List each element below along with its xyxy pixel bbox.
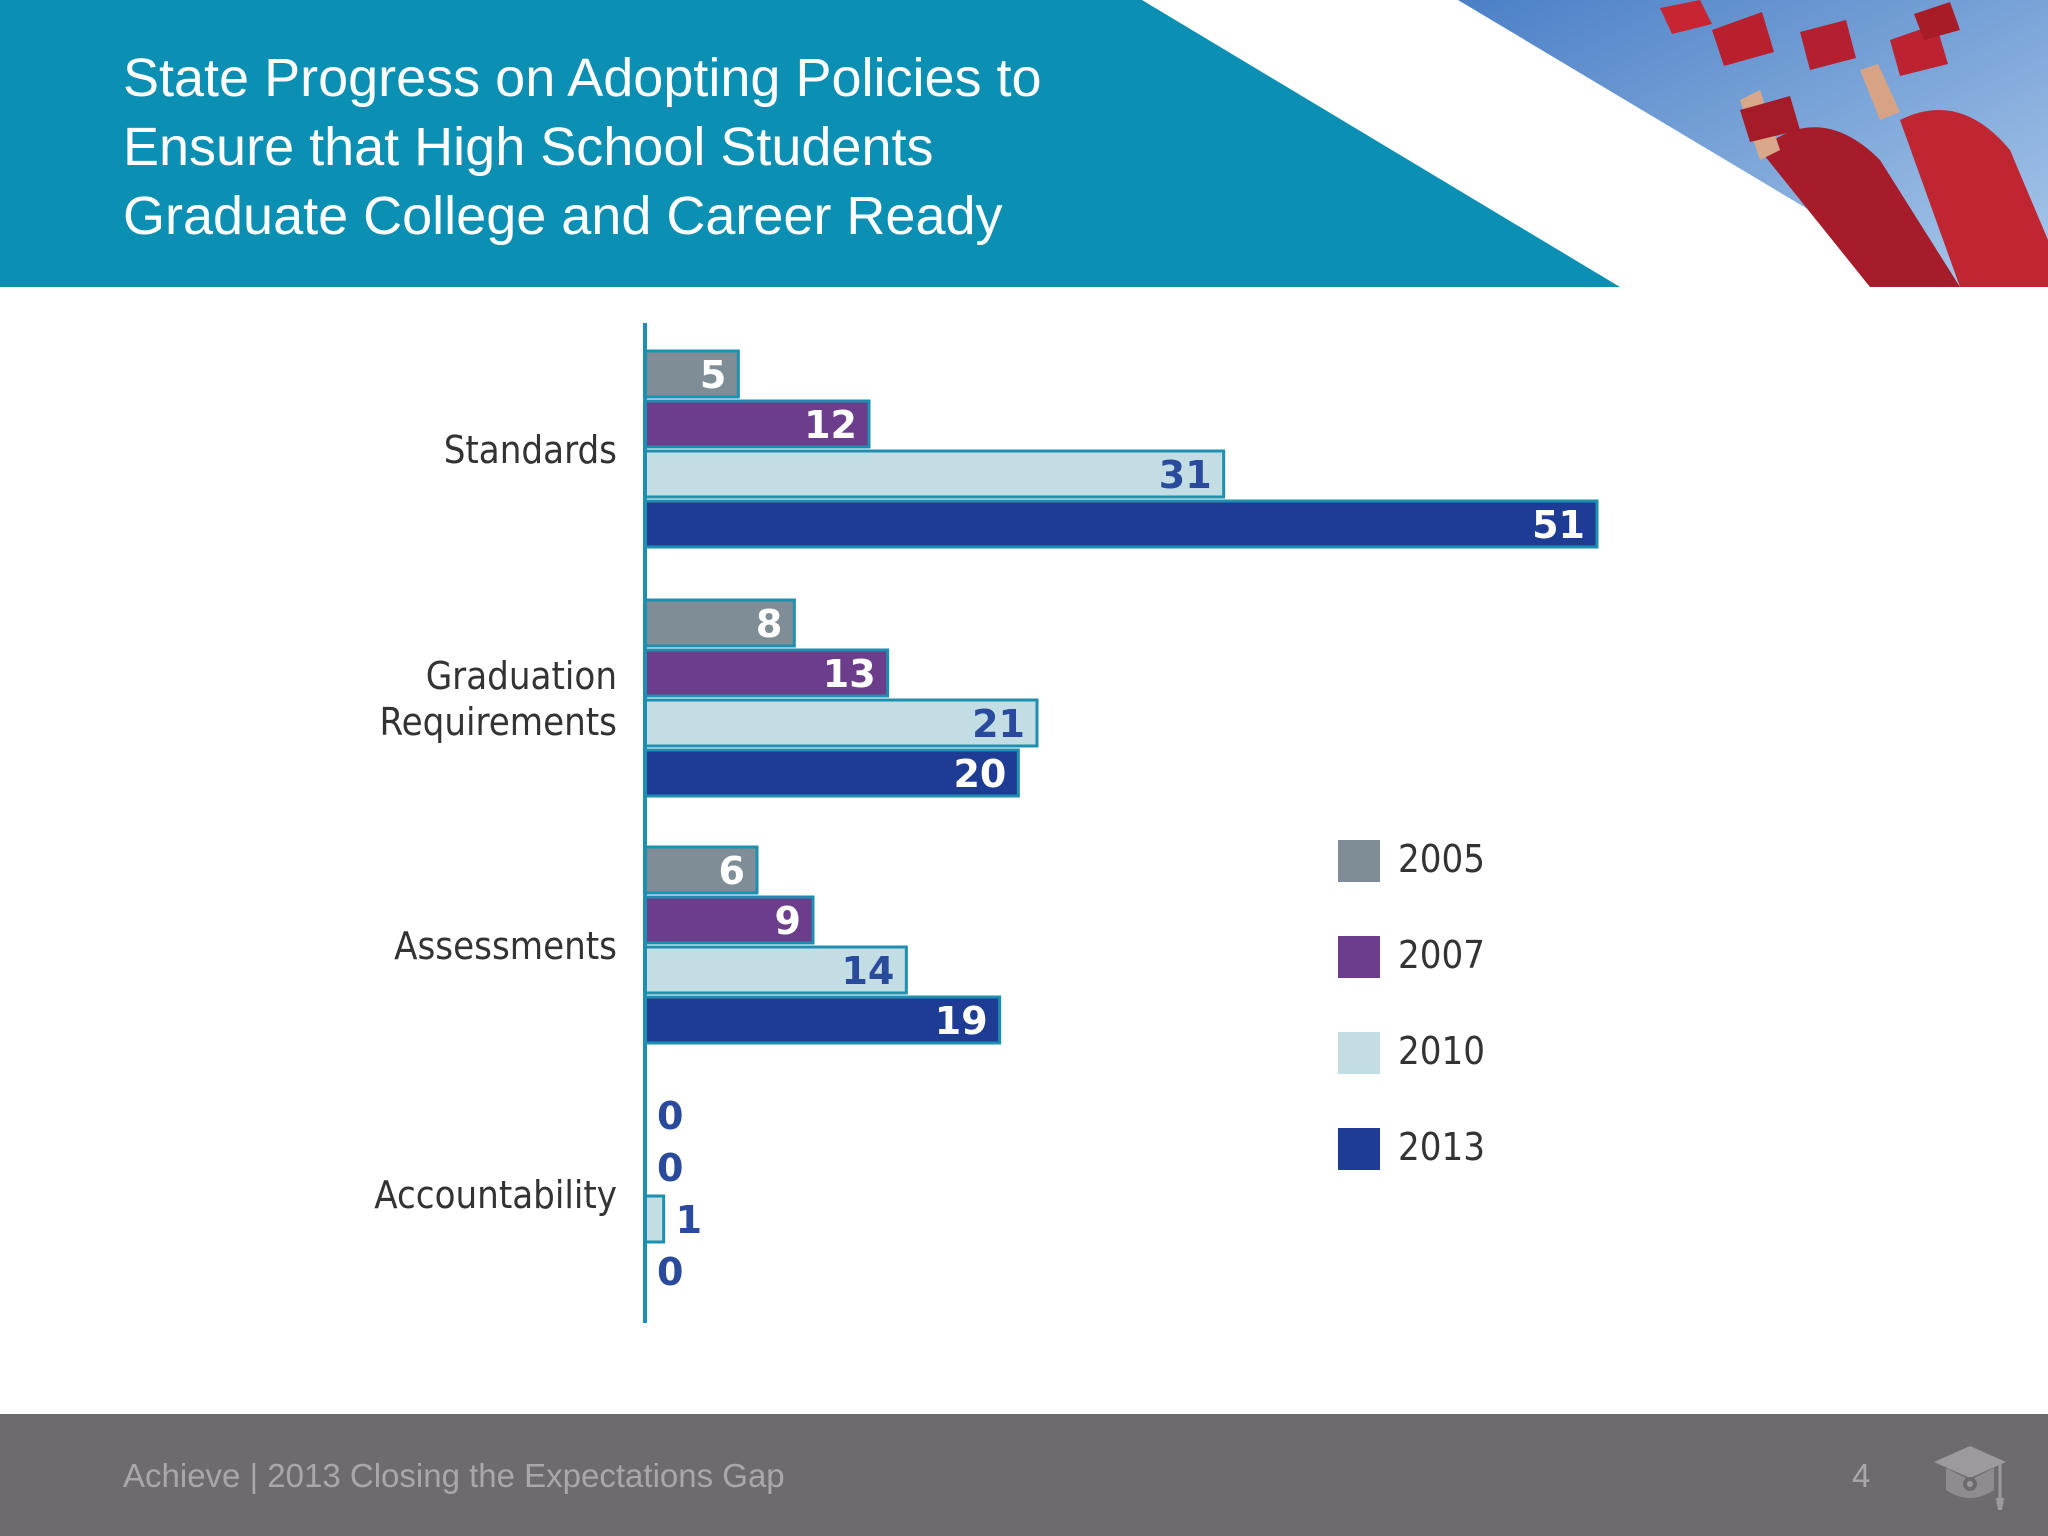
bar-2010-graduation-requirements <box>643 698 1039 748</box>
bar-2010-standards <box>643 449 1226 499</box>
page-number: 4 <box>1852 1457 1871 1494</box>
data-label-2005-graduation-requirements: 8 <box>756 602 782 646</box>
data-label-2007-accountability: 0 <box>657 1146 683 1190</box>
data-label-2010-standards: 31 <box>1159 453 1212 497</box>
legend-label-2007: 2007 <box>1398 933 1485 977</box>
category-label-standards: Standards <box>444 428 617 472</box>
data-label-2007-standards: 12 <box>804 403 857 447</box>
data-label-2013-standards: 51 <box>1532 503 1585 547</box>
data-label-2005-standards: 5 <box>700 353 726 397</box>
data-label-2013-graduation-requirements: 20 <box>953 752 1006 796</box>
bar-2005-standards <box>643 349 740 399</box>
data-label-2013-assessments: 19 <box>935 999 988 1043</box>
data-label-2010-accountability: 1 <box>676 1198 702 1242</box>
legend-swatch-2010 <box>1338 1032 1380 1074</box>
graduation-cap-logo-icon <box>1934 1446 2006 1510</box>
footer: Achieve | 2013 Closing the Expectations … <box>0 1414 2048 1536</box>
bar-2013-assessments <box>643 995 1002 1045</box>
data-label-2010-graduation-requirements: 21 <box>972 702 1025 746</box>
legend-swatch-2007 <box>1338 936 1380 978</box>
data-label-2007-graduation-requirements: 13 <box>823 652 876 696</box>
bar-2005-assessments <box>643 845 759 895</box>
data-label-2005-assessments: 6 <box>719 849 745 893</box>
bar-2010-accountability <box>643 1194 666 1244</box>
legend-swatch-2005 <box>1338 840 1380 882</box>
legend-label-2005: 2005 <box>1398 837 1485 881</box>
legend-label-2013: 2013 <box>1398 1125 1485 1169</box>
bar-2013-graduation-requirements <box>643 748 1020 798</box>
footer-text: Achieve | 2013 Closing the Expectations … <box>123 1457 785 1494</box>
page-title-line-2: Ensure that High School Students <box>123 117 934 177</box>
category-label-graduation-requirements-line-2: Requirements <box>380 700 617 744</box>
legend-swatch-2013 <box>1338 1128 1380 1170</box>
header-teal-banner <box>0 0 1620 287</box>
bar-2010-assessments <box>643 945 908 995</box>
category-label-graduation-requirements-line-1: Graduation <box>426 654 617 698</box>
category-label-assessments: Assessments <box>394 924 617 968</box>
data-label-2005-accountability: 0 <box>657 1094 683 1138</box>
graduation-caps-photo <box>1458 0 2048 287</box>
page-title-line-3: Graduate College and Career Ready <box>123 186 1003 246</box>
legend-label-2010: 2010 <box>1398 1029 1485 1073</box>
data-label-2007-assessments: 9 <box>775 899 801 943</box>
page-title: State Progress on Adopting Policies to E… <box>123 44 1173 251</box>
data-label-2010-assessments: 14 <box>841 949 894 993</box>
category-label-accountability: Accountability <box>374 1173 617 1217</box>
page-title-line-1: State Progress on Adopting Policies to <box>123 48 1042 108</box>
data-label-2013-accountability: 0 <box>657 1250 683 1294</box>
header-band <box>0 0 2048 287</box>
bar-2013-standards <box>643 499 1599 549</box>
